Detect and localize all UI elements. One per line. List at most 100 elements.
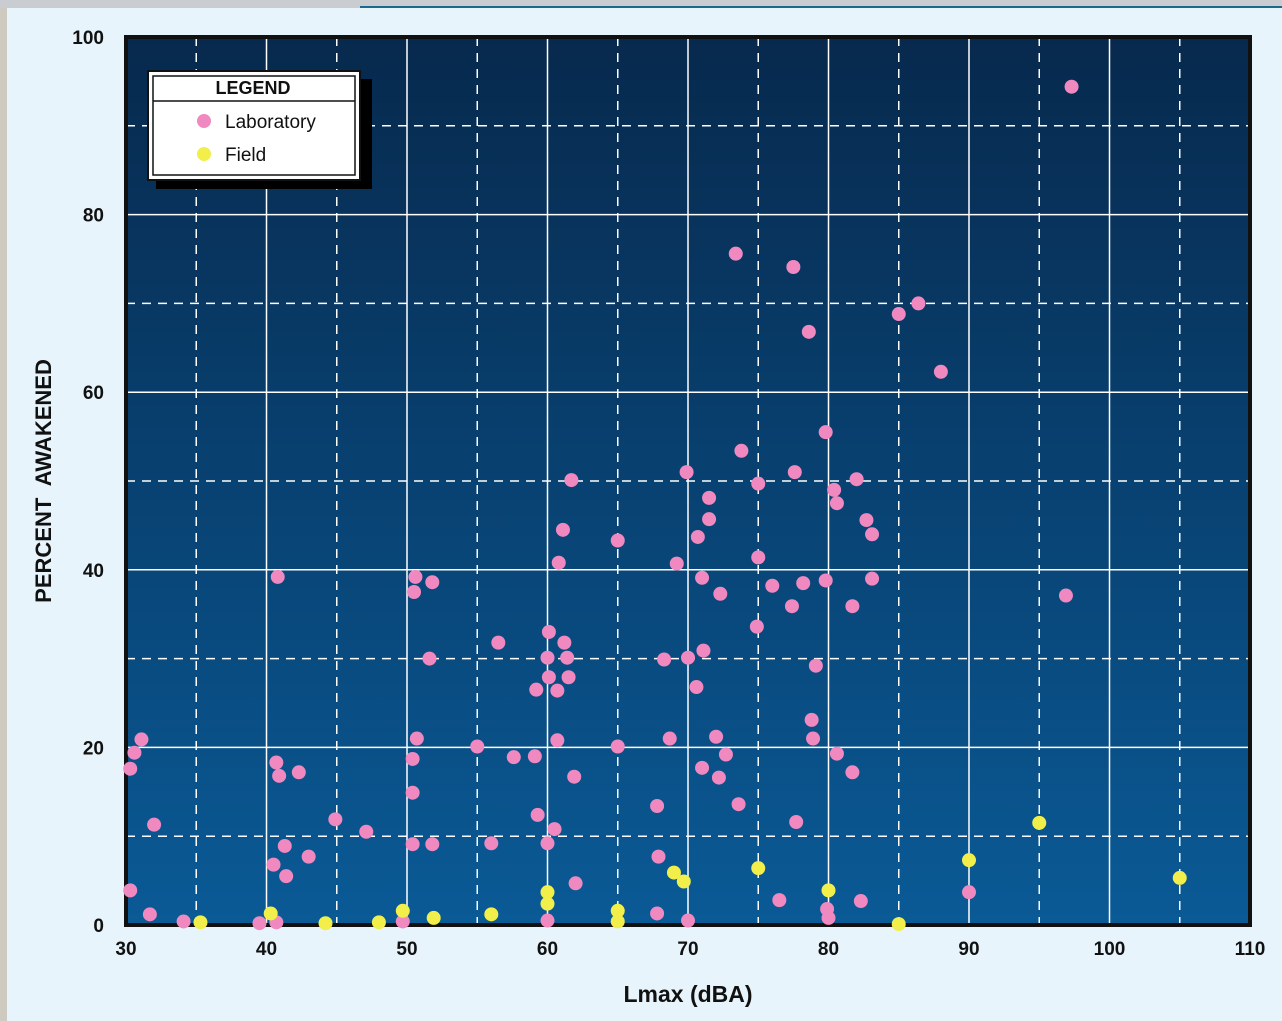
point-laboratory <box>127 745 142 760</box>
point-laboratory <box>849 472 864 487</box>
point-laboratory <box>470 739 485 754</box>
point-laboratory <box>277 838 292 853</box>
point-laboratory <box>269 755 284 770</box>
point-laboratory <box>845 765 860 780</box>
x-tick-label: 60 <box>537 939 558 960</box>
point-laboratory <box>731 797 746 812</box>
point-laboratory <box>829 746 844 761</box>
legend-label-laboratory: Laboratory <box>225 112 316 133</box>
x-tick-label: 80 <box>818 939 839 960</box>
point-laboratory <box>541 624 556 639</box>
point-field <box>751 861 766 876</box>
y-tick-label: 100 <box>72 28 104 49</box>
point-laboratory <box>328 812 343 827</box>
point-laboratory <box>530 807 545 822</box>
point-laboratory <box>662 731 677 746</box>
point-laboratory <box>551 555 566 570</box>
point-laboratory <box>845 599 860 614</box>
point-laboratory <box>801 324 816 339</box>
point-field <box>676 874 691 889</box>
point-laboratory <box>853 894 868 909</box>
point-laboratory <box>422 651 437 666</box>
point-laboratory <box>409 731 424 746</box>
point-laboratory <box>560 650 575 665</box>
point-laboratory <box>1064 79 1079 94</box>
point-laboratory <box>568 876 583 891</box>
point-field <box>371 915 386 930</box>
point-laboratory <box>142 907 157 922</box>
point-laboratory <box>718 747 733 762</box>
point-laboratory <box>789 814 804 829</box>
point-field <box>395 903 410 918</box>
x-tick-label: 100 <box>1094 939 1126 960</box>
point-laboratory <box>796 576 811 591</box>
point-laboratory <box>555 522 570 537</box>
point-laboratory <box>123 883 138 898</box>
point-laboratory <box>650 906 665 921</box>
point-laboratory <box>272 768 287 783</box>
point-laboratory <box>650 799 665 814</box>
point-laboratory <box>547 822 562 837</box>
x-tick-label: 40 <box>256 939 277 960</box>
point-laboratory <box>734 443 749 458</box>
point-laboratory <box>695 760 710 775</box>
point-laboratory <box>266 857 281 872</box>
y-tick-label: 80 <box>83 206 104 227</box>
point-laboratory <box>147 817 162 832</box>
point-laboratory <box>1058 588 1073 603</box>
point-laboratory <box>804 712 819 727</box>
point-laboratory <box>651 849 666 864</box>
point-field <box>540 896 555 911</box>
point-laboratory <box>696 643 711 658</box>
point-laboratory <box>252 916 267 931</box>
point-laboratory <box>702 490 717 505</box>
point-laboratory <box>818 573 833 588</box>
point-field <box>484 907 499 922</box>
top-band <box>0 0 1282 8</box>
point-laboratory <box>123 761 138 776</box>
point-laboratory <box>829 496 844 511</box>
x-tick-label: 70 <box>677 939 698 960</box>
top-rule <box>360 6 1282 8</box>
point-laboratory <box>695 570 710 585</box>
point-field <box>1032 815 1047 830</box>
point-field <box>610 903 625 918</box>
point-laboratory <box>669 556 684 571</box>
point-laboratory <box>818 425 833 440</box>
point-laboratory <box>679 465 694 480</box>
point-field <box>540 885 555 900</box>
point-laboratory <box>529 682 544 697</box>
point-field <box>962 853 976 868</box>
legend-marker-field <box>197 147 211 161</box>
point-laboratory <box>765 578 780 593</box>
x-tick-label: 50 <box>396 939 417 960</box>
point-laboratory <box>681 913 695 928</box>
point-field <box>426 910 441 925</box>
point-laboratory <box>751 476 766 491</box>
point-laboratory <box>690 529 705 544</box>
point-laboratory <box>865 527 880 542</box>
point-laboratory <box>405 751 420 766</box>
point-laboratory <box>270 569 285 584</box>
point-laboratory <box>425 837 440 852</box>
point-field <box>610 914 625 929</box>
point-laboratory <box>711 770 726 785</box>
point-laboratory <box>610 533 625 548</box>
point-laboratory <box>827 482 842 497</box>
x-tick-label: 110 <box>1235 939 1266 960</box>
legend-box <box>147 70 361 181</box>
point-laboratory <box>806 731 821 746</box>
grid-lines <box>126 37 1250 925</box>
point-laboratory <box>657 652 672 667</box>
point-laboratory <box>491 635 506 650</box>
point-field <box>318 916 333 931</box>
point-laboratory <box>751 550 766 565</box>
point-laboratory <box>540 913 555 928</box>
y-axis-label: PERCENT AWAKENED <box>31 359 56 603</box>
point-laboratory <box>291 765 306 780</box>
point-laboratory <box>713 586 728 601</box>
point-laboratory <box>561 670 576 685</box>
point-laboratory <box>911 296 926 311</box>
